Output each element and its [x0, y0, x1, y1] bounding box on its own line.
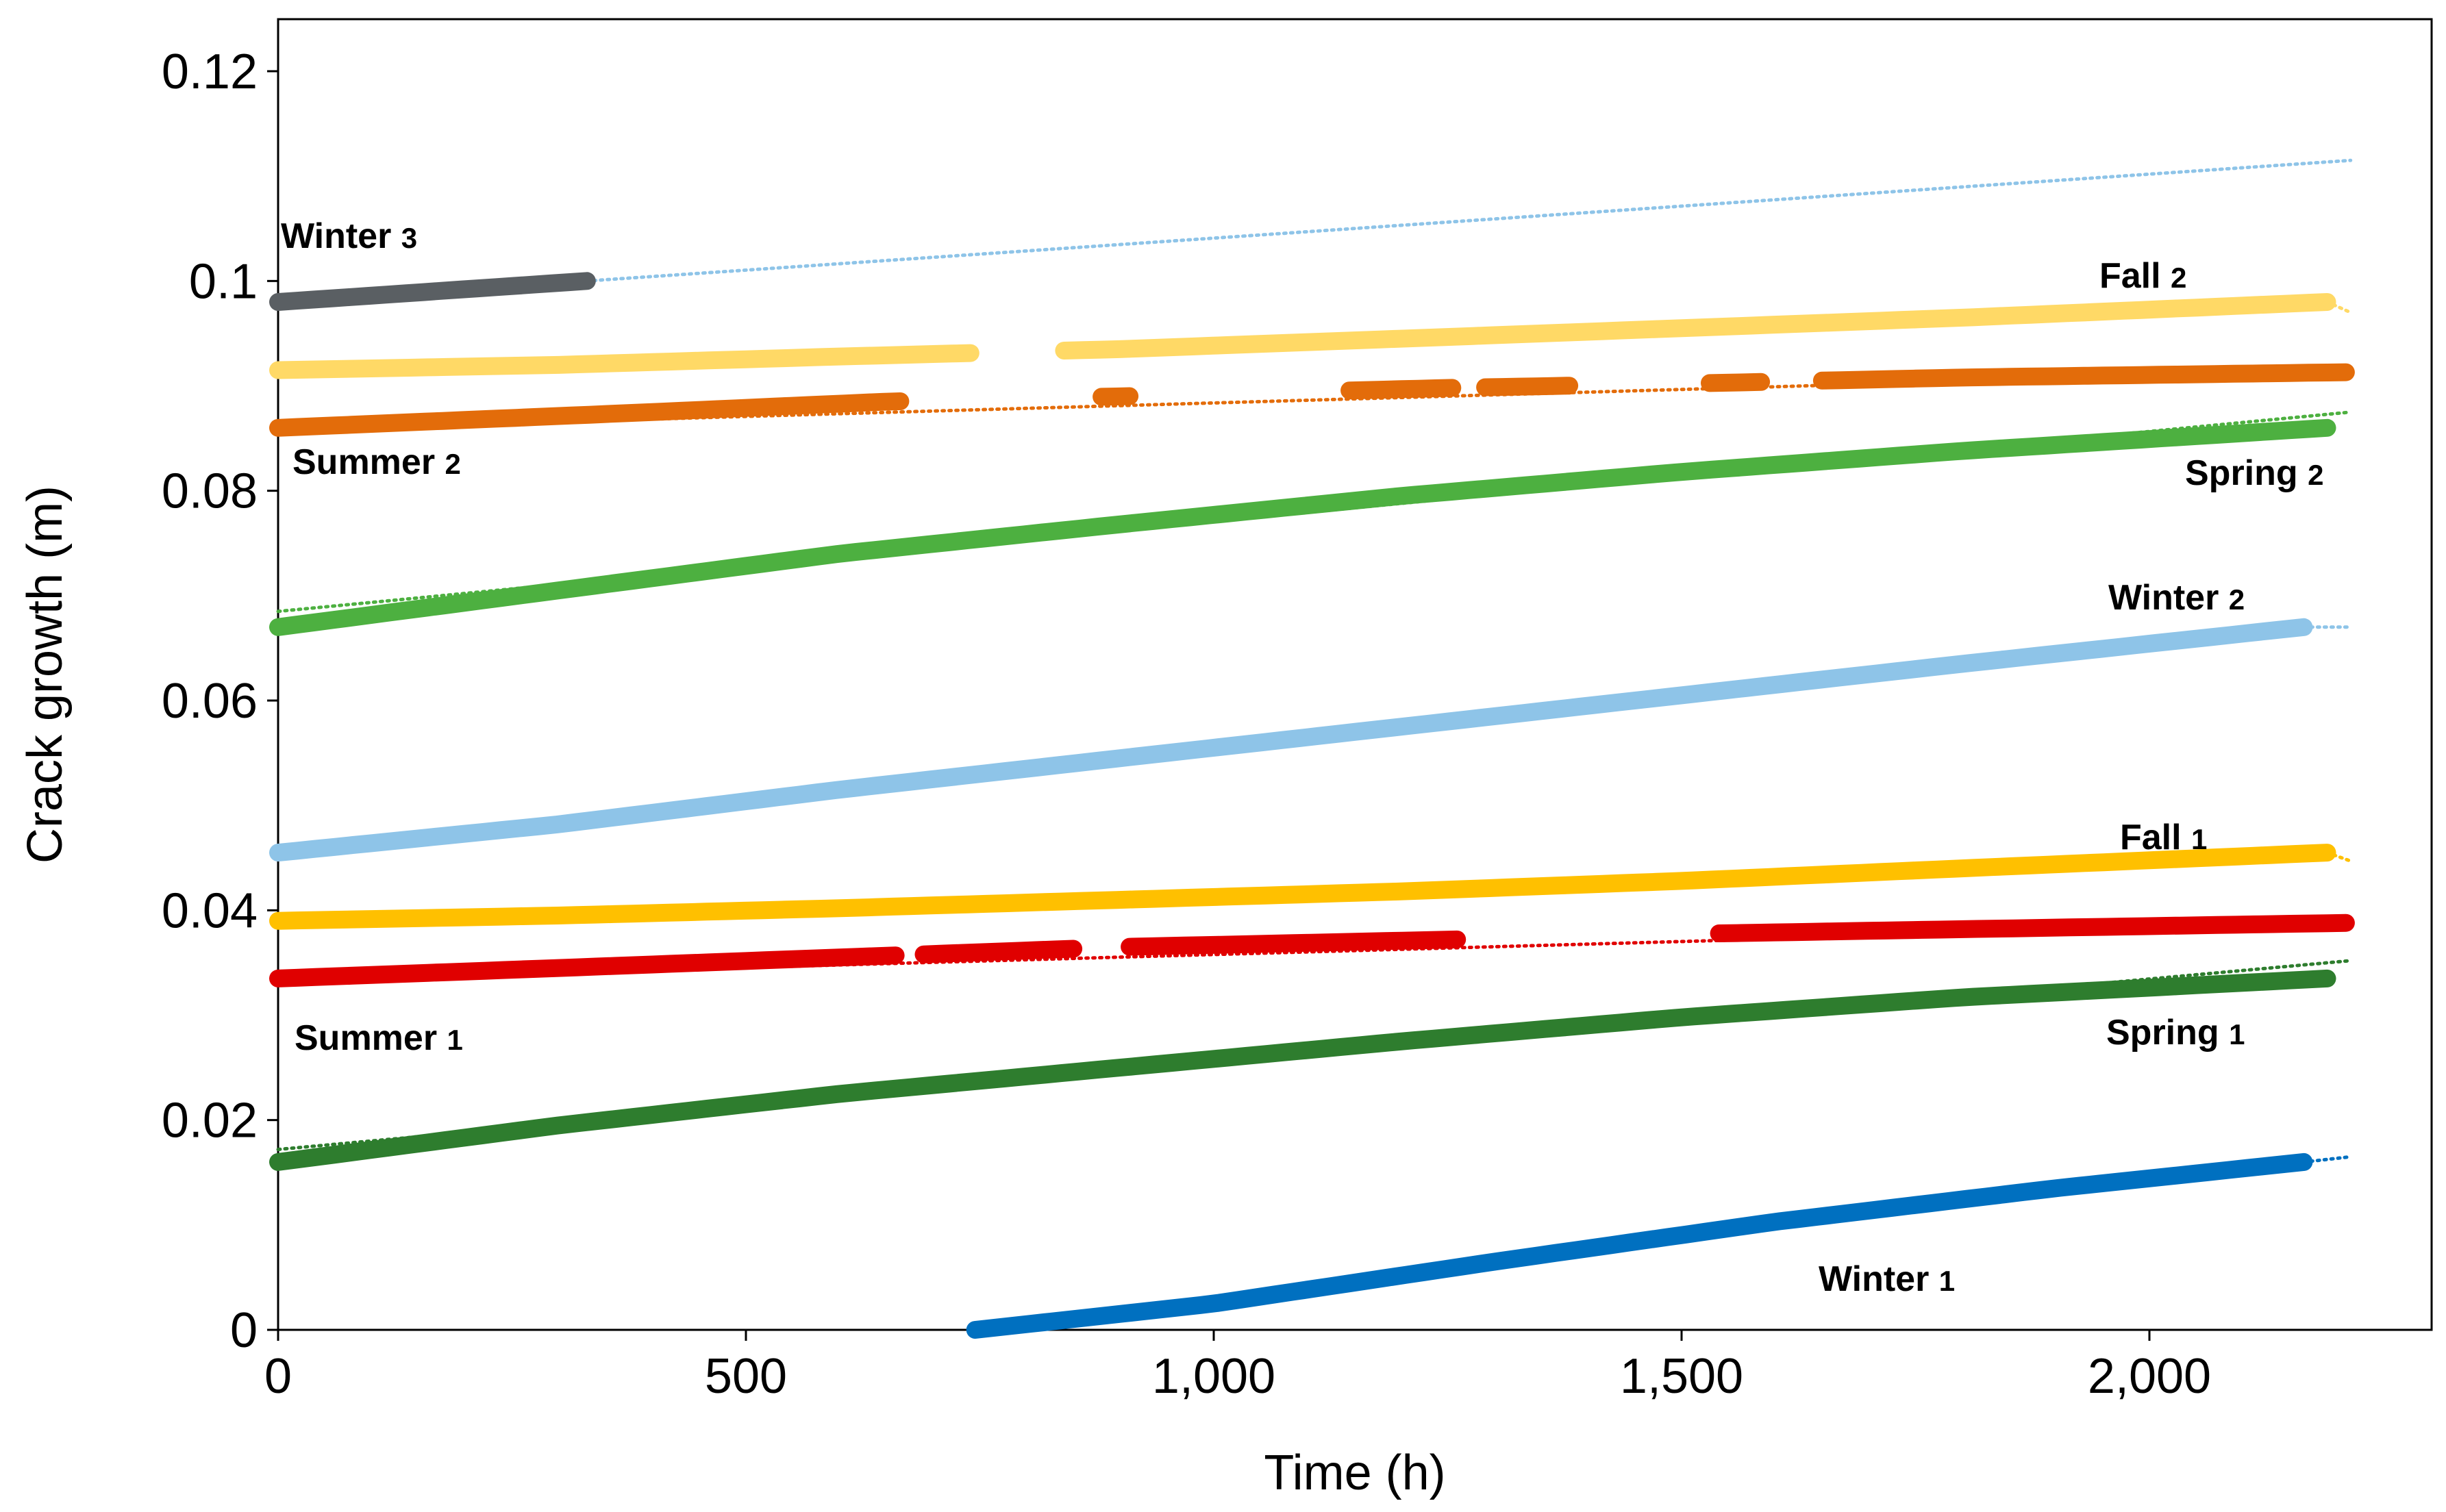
x-tick-label: 500 — [705, 1349, 787, 1404]
summer-2-label: Summer 2 — [292, 442, 461, 482]
y-axis-title: Crack growth (m) — [18, 486, 73, 864]
y-tick-label: 0.06 — [162, 674, 258, 729]
plot-area-frame — [277, 18, 2433, 1331]
winter-3-segment — [269, 272, 596, 311]
spring-1-label: Spring 1 — [2106, 1013, 2245, 1053]
spring-1-series — [269, 969, 2336, 1171]
x-tick-label: 1,000 — [1152, 1349, 1275, 1404]
summer-1-series — [269, 914, 2355, 987]
x-tick-label: 2,000 — [2088, 1349, 2211, 1404]
spring-2-segment — [269, 418, 2336, 636]
x-axis-ticks: 0 500 1,000 1,500 2,000 — [264, 1330, 2211, 1404]
summer-2-segment — [1476, 377, 1579, 396]
winter-3-series — [269, 272, 596, 311]
y-tick-label: 0.08 — [162, 464, 258, 519]
y-axis-ticks: 0 0.02 0.04 0.06 0.08 0.1 0.12 — [162, 45, 278, 1358]
winter-2-segment — [269, 618, 2313, 862]
winter-2-label: Winter 2 — [2108, 578, 2245, 618]
fall-1-trendline — [2325, 850, 2353, 863]
summer-2-segment — [1812, 363, 2355, 390]
x-tick-label: 1,500 — [1620, 1349, 1743, 1404]
summer-2-series — [269, 363, 2355, 437]
summer-1-segment — [269, 946, 905, 987]
x-tick-label: 0 — [264, 1349, 292, 1404]
y-tick-label: 0.1 — [189, 254, 258, 309]
winter-1-label: Winter 1 — [1819, 1259, 1955, 1299]
y-tick-label: 0.02 — [162, 1094, 258, 1148]
spring-2-label: Spring 2 — [2185, 453, 2323, 493]
winter-1-series — [966, 1152, 2313, 1339]
winter-3-label: Winter 3 — [281, 216, 417, 256]
y-tick-label: 0.12 — [162, 45, 258, 99]
spring-1-segment — [269, 969, 2336, 1171]
fall-2-segment — [269, 344, 979, 379]
summer-2-segment — [1093, 387, 1139, 406]
winter-2-series — [269, 618, 2313, 862]
summer-1-segment — [1710, 914, 2355, 942]
spring-2-series — [269, 418, 2336, 636]
summer-2-segment — [269, 392, 910, 437]
fall-1-series — [269, 844, 2336, 930]
fall-2-segment — [1055, 293, 2336, 360]
summer-1-segment — [1121, 930, 1467, 956]
summer-2-segment — [1701, 373, 1771, 392]
y-tick-label: 0.04 — [162, 883, 258, 938]
summer-1-segment — [914, 940, 1083, 963]
winter-3-trendline — [585, 158, 2353, 283]
y-tick-label: 0 — [230, 1303, 258, 1358]
series-labels: Winter 1 Spring 1 Summer 1 Fall 1 Winter 2 Sp… — [281, 216, 2323, 1299]
fall-2-label: Fall 2 — [2099, 256, 2186, 296]
winter-1-segment — [966, 1152, 2313, 1339]
summer-2-segment — [1340, 379, 1462, 400]
fall-1-label: Fall 1 — [2120, 818, 2207, 857]
fall-2-series — [269, 293, 2336, 379]
summer-1-label: Summer 1 — [295, 1018, 463, 1058]
x-axis-title: Time (h) — [1264, 1446, 1445, 1500]
fall-2-trendline — [2325, 300, 2353, 314]
fall-1-segment — [269, 844, 2336, 930]
data-series — [269, 272, 2355, 1339]
